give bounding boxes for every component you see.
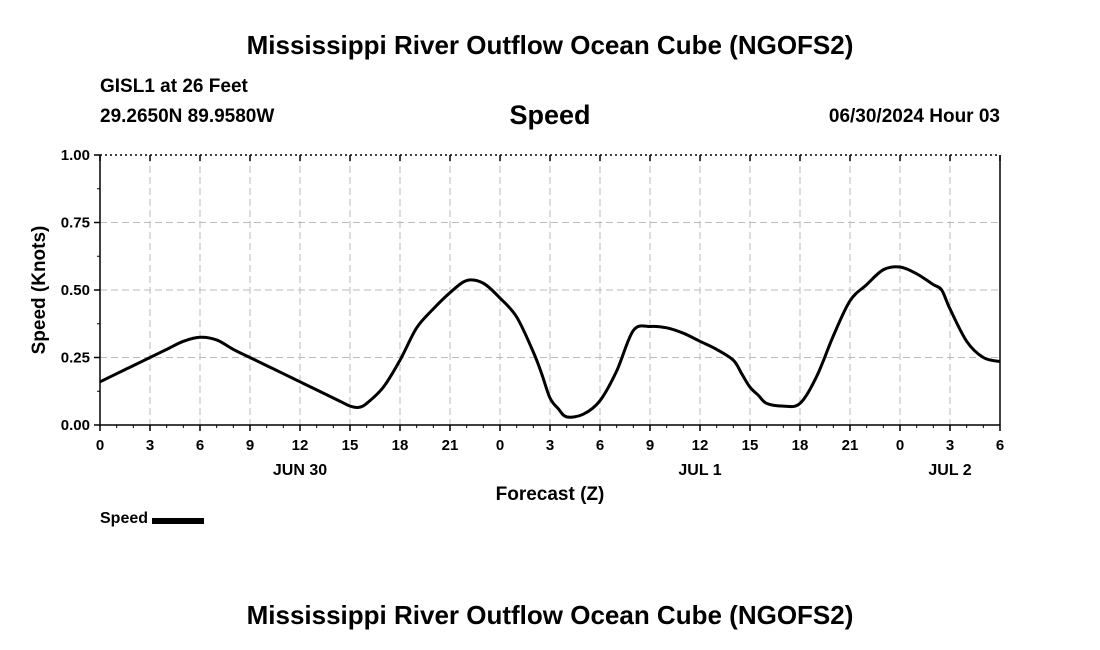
y-tick-label: 1.00: [61, 147, 90, 164]
station-coordinates: 29.2650N 89.9580W: [100, 106, 275, 127]
x-tick-label: 21: [442, 437, 459, 454]
variable-title: Speed: [509, 100, 591, 130]
x-tick-label: 9: [646, 437, 654, 454]
x-tick-label: 12: [692, 437, 709, 454]
x-tick-label: 12: [292, 437, 309, 454]
date-label: JUN 30: [273, 462, 327, 479]
x-tick-label: 0: [96, 437, 104, 454]
x-tick-label: 3: [946, 437, 954, 454]
x-tick-label: 9: [246, 437, 254, 454]
x-tick-label: 6: [196, 437, 204, 454]
x-tick-label: 3: [146, 437, 154, 454]
y-tick-label: 0.50: [61, 282, 90, 299]
footer-title: Mississippi River Outflow Ocean Cube (NG…: [246, 600, 854, 630]
x-tick-label: 21: [842, 437, 859, 454]
x-tick-label: 3: [546, 437, 554, 454]
y-tick-label: 0.75: [61, 215, 90, 232]
date-label: JUL 2: [928, 462, 971, 479]
x-tick-label: 6: [596, 437, 604, 454]
x-tick-label: 18: [392, 437, 409, 454]
x-tick-label: 15: [342, 437, 359, 454]
x-tick-label: 0: [896, 437, 904, 454]
forecast-datetime: 06/30/2024 Hour 03: [828, 106, 1000, 127]
chart-title: Mississippi River Outflow Ocean Cube (NG…: [246, 30, 854, 60]
x-tick-label: 6: [996, 437, 1004, 454]
y-tick-label: 0.25: [61, 350, 90, 367]
x-tick-label: 15: [742, 437, 759, 454]
legend-label: Speed: [100, 510, 149, 527]
y-tick-label: 0.00: [61, 417, 90, 434]
legend-swatch: [152, 517, 205, 524]
y-axis-title: Speed (Knots): [29, 226, 50, 355]
station-name: GISL1 at 26 Feet: [100, 76, 248, 97]
legend: Speed: [100, 510, 205, 528]
date-label: JUL 1: [678, 462, 721, 479]
series-line-speed: [99, 265, 1001, 419]
x-axis-title: Forecast (Z): [496, 484, 605, 505]
x-tick-label: 18: [792, 437, 809, 454]
x-tick-label: 0: [496, 437, 504, 454]
